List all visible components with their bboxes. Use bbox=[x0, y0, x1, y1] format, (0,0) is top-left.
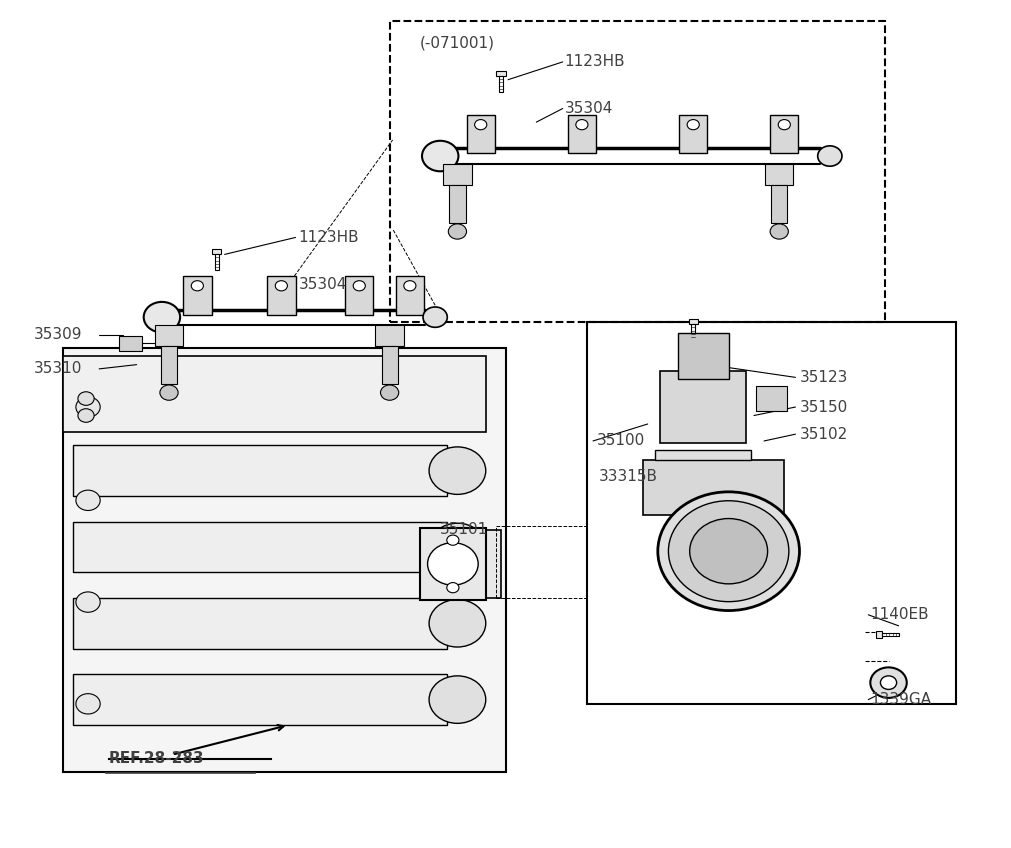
Circle shape bbox=[769, 224, 788, 239]
Circle shape bbox=[777, 120, 790, 130]
Circle shape bbox=[160, 385, 178, 400]
Bar bbox=[655, 449, 750, 460]
Text: 1123HB: 1123HB bbox=[564, 54, 625, 70]
Bar bbox=[449, 185, 465, 223]
Text: 35304: 35304 bbox=[298, 276, 347, 292]
Circle shape bbox=[429, 523, 485, 571]
Bar bbox=[395, 276, 424, 315]
Circle shape bbox=[275, 281, 287, 291]
Circle shape bbox=[667, 500, 788, 602]
Bar bbox=[764, 164, 793, 185]
Bar bbox=[63, 356, 485, 432]
Text: 35304: 35304 bbox=[564, 101, 613, 116]
Bar bbox=[691, 325, 695, 340]
Circle shape bbox=[191, 281, 203, 291]
Circle shape bbox=[428, 537, 442, 549]
Text: (-071001): (-071001) bbox=[420, 36, 494, 51]
Text: 1123HB: 1123HB bbox=[298, 230, 359, 245]
Bar bbox=[677, 332, 728, 380]
Circle shape bbox=[429, 676, 485, 723]
Circle shape bbox=[446, 583, 458, 593]
Circle shape bbox=[448, 224, 466, 239]
Circle shape bbox=[429, 600, 485, 647]
Bar bbox=[161, 346, 177, 384]
Bar bbox=[73, 674, 447, 725]
Text: 1339GA: 1339GA bbox=[869, 692, 930, 707]
Bar bbox=[586, 322, 955, 704]
Circle shape bbox=[869, 667, 906, 698]
Text: 35310: 35310 bbox=[33, 361, 82, 377]
Circle shape bbox=[429, 447, 485, 494]
Circle shape bbox=[144, 302, 180, 332]
Bar bbox=[73, 522, 447, 572]
Circle shape bbox=[428, 579, 442, 591]
Text: 35150: 35150 bbox=[799, 399, 847, 415]
Bar bbox=[73, 598, 447, 649]
Text: REF.28-283: REF.28-283 bbox=[108, 751, 203, 767]
Bar bbox=[389, 21, 885, 322]
Circle shape bbox=[423, 307, 447, 327]
Circle shape bbox=[76, 397, 100, 417]
FancyBboxPatch shape bbox=[876, 631, 882, 638]
Circle shape bbox=[688, 519, 766, 584]
Text: 33315B: 33315B bbox=[599, 469, 657, 484]
Bar bbox=[882, 633, 899, 636]
Bar bbox=[73, 445, 447, 496]
Text: 35123: 35123 bbox=[799, 370, 847, 385]
Text: 35309: 35309 bbox=[33, 327, 82, 343]
Bar bbox=[155, 325, 183, 346]
Bar bbox=[183, 276, 211, 315]
Bar bbox=[755, 386, 787, 411]
Circle shape bbox=[76, 490, 100, 510]
Circle shape bbox=[380, 385, 398, 400]
Bar bbox=[769, 115, 798, 153]
Circle shape bbox=[427, 543, 477, 585]
Bar bbox=[659, 371, 745, 443]
FancyBboxPatch shape bbox=[495, 71, 506, 76]
Bar bbox=[345, 276, 373, 315]
Bar bbox=[214, 254, 218, 270]
Bar bbox=[498, 76, 502, 92]
Text: 35101: 35101 bbox=[440, 522, 488, 538]
Circle shape bbox=[880, 676, 896, 689]
Circle shape bbox=[353, 281, 365, 291]
Bar bbox=[642, 460, 784, 515]
Text: 1140EB: 1140EB bbox=[869, 607, 928, 622]
Bar bbox=[443, 164, 471, 185]
FancyBboxPatch shape bbox=[211, 249, 221, 254]
Circle shape bbox=[422, 141, 458, 171]
Bar bbox=[119, 336, 142, 351]
Circle shape bbox=[78, 392, 94, 405]
Text: 35102: 35102 bbox=[799, 427, 847, 442]
Bar bbox=[381, 346, 397, 384]
Bar bbox=[678, 115, 707, 153]
Circle shape bbox=[657, 492, 799, 611]
Circle shape bbox=[76, 592, 100, 612]
Bar bbox=[375, 325, 403, 346]
Bar bbox=[567, 115, 595, 153]
Circle shape bbox=[76, 694, 100, 714]
Bar bbox=[425, 530, 500, 598]
Bar bbox=[770, 185, 787, 223]
Bar bbox=[267, 276, 295, 315]
Circle shape bbox=[817, 146, 841, 166]
Circle shape bbox=[474, 120, 486, 130]
Bar bbox=[466, 115, 494, 153]
Text: 35100: 35100 bbox=[596, 433, 645, 449]
Circle shape bbox=[78, 409, 94, 422]
Circle shape bbox=[403, 281, 416, 291]
Circle shape bbox=[686, 120, 699, 130]
Bar bbox=[63, 348, 506, 772]
Circle shape bbox=[446, 535, 458, 545]
Circle shape bbox=[575, 120, 587, 130]
Bar bbox=[420, 527, 485, 600]
FancyBboxPatch shape bbox=[687, 319, 698, 325]
